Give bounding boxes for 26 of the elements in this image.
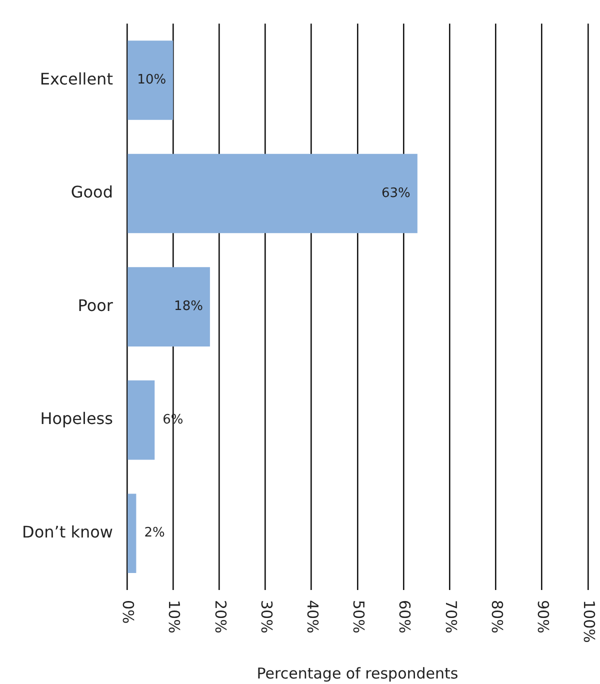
x-tick-label: 40% — [303, 600, 322, 634]
y-tick-label: Hopeless — [40, 409, 113, 428]
bar — [128, 154, 418, 234]
x-tick-label: 30% — [257, 600, 276, 634]
bar — [128, 380, 155, 460]
x-tick-label: 60% — [396, 600, 414, 634]
x-tick-label: 80% — [488, 600, 506, 634]
data-label: 10% — [137, 72, 166, 88]
y-tick-label: Don’t know — [22, 522, 113, 542]
data-label: 2% — [144, 526, 165, 541]
y-tick-label: Excellent — [40, 69, 113, 88]
x-tick-label: 10% — [165, 600, 184, 634]
x-tick-label: 100% — [580, 600, 598, 643]
x-tick-label: 70% — [442, 600, 460, 634]
x-tick-label: 20% — [211, 600, 230, 634]
bar — [128, 40, 174, 120]
bar — [128, 267, 210, 346]
data-label: 18% — [174, 299, 203, 314]
x-tick-label: 0% — [119, 600, 138, 624]
x-tick-label: 90% — [534, 600, 552, 634]
y-tick-label: Poor — [78, 296, 114, 315]
data-label: 63% — [382, 186, 410, 201]
y-tick-label: Good — [70, 182, 113, 202]
x-axis-title: Percentage of respondents — [256, 664, 458, 682]
bar — [128, 494, 136, 574]
x-tick-label: 50% — [350, 600, 368, 634]
